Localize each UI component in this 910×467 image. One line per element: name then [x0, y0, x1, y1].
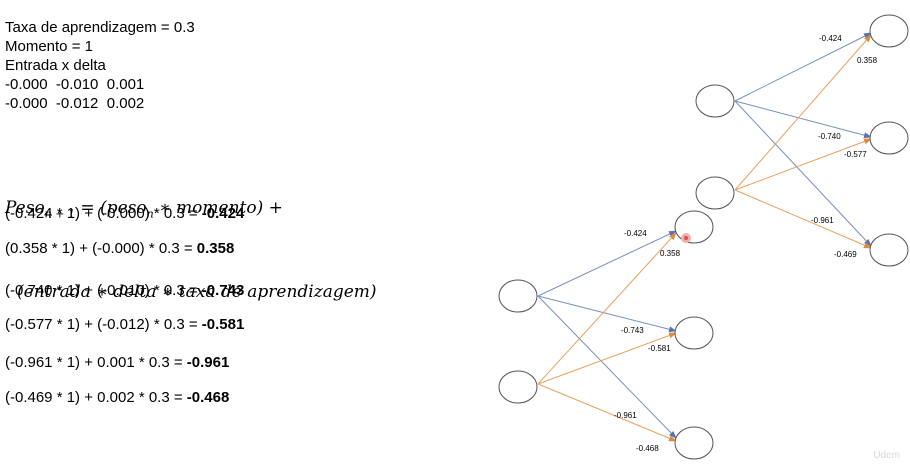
weight-label: -0.743 [621, 326, 644, 335]
network-after-update: -0.424 0.358 -0.743 -0.581 -0.961 -0.468 [498, 210, 714, 460]
momentum-text: Momento = 1 [5, 38, 93, 55]
weight-label: -0.581 [648, 344, 671, 353]
input-neuron [498, 279, 538, 313]
input-delta-title: Entrada x delta [5, 57, 106, 74]
weight-label: -0.961 [614, 411, 637, 420]
weight-label: 0.358 [660, 249, 681, 258]
edge [537, 332, 677, 385]
input-neuron [695, 84, 735, 118]
weight-label: -0.469 [834, 250, 857, 259]
calc-line: (-0.961 * 1) + 0.001 * 0.3 = -0.961 [5, 354, 230, 371]
edge [537, 230, 677, 297]
edge [734, 189, 872, 249]
weight-label: -0.577 [844, 150, 867, 159]
edge [734, 34, 872, 191]
cursor-dot [684, 236, 688, 240]
weight-label: 0.358 [857, 56, 878, 65]
weight-label: -0.740 [818, 132, 841, 141]
network-before-update: -0.424 0.358 -0.740 -0.577 -0.961 -0.469 [695, 14, 909, 267]
calc-line: (-0.740 * 1) + (-0.010) * 0.3 = -0.743 [5, 282, 245, 299]
edge [734, 100, 872, 139]
input-delta-row-1: -0.000 -0.010 0.001 [5, 76, 145, 93]
edge [734, 32, 872, 102]
edge [537, 295, 677, 333]
learning-rate-text: Taxa de aprendizagem = 0.3 [5, 19, 195, 36]
edge [734, 100, 872, 247]
hidden-neuron [674, 316, 714, 350]
weight-label: -0.424 [624, 229, 647, 238]
hidden-neuron [869, 14, 909, 48]
edge [537, 232, 677, 385]
edge [537, 295, 677, 439]
calc-line: (0.358 * 1) + (-0.000) * 0.3 = 0.358 [5, 240, 235, 257]
input-neuron [498, 370, 538, 404]
input-neuron [695, 176, 735, 210]
weight-label: -0.961 [811, 216, 834, 225]
formula-line-1: Peson + 1 = (peson ∗ momento) + [5, 198, 283, 221]
edge [537, 383, 677, 442]
watermark: Udem [873, 450, 900, 461]
weight-label: -0.424 [819, 34, 842, 43]
calc-line: (-0.577 * 1) + (-0.012) * 0.3 = -0.581 [5, 316, 245, 333]
hidden-neuron [869, 233, 909, 267]
hidden-neuron [674, 210, 714, 244]
weight-update-formula: Peson + 1 = (peson ∗ momento) + (entrada… [5, 143, 377, 331]
hidden-neuron [674, 426, 714, 460]
weight-label: -0.468 [636, 444, 659, 453]
formula-line-2: (entrada ∗ delta ∗ taxa de aprendizagem) [17, 282, 377, 303]
calc-line: (-0.469 * 1) + 0.002 * 0.3 = -0.468 [5, 389, 230, 406]
calc-line: (-0.424 * 1) + (-0.000) * 0.3 = -0.424 [5, 205, 245, 222]
edge [734, 138, 872, 191]
parameters-block: Taxa de aprendizagem = 0.3 Momento = 1 E… [5, 18, 195, 113]
input-delta-row-2: -0.000 -0.012 0.002 [5, 95, 145, 112]
hidden-neuron [869, 121, 909, 155]
